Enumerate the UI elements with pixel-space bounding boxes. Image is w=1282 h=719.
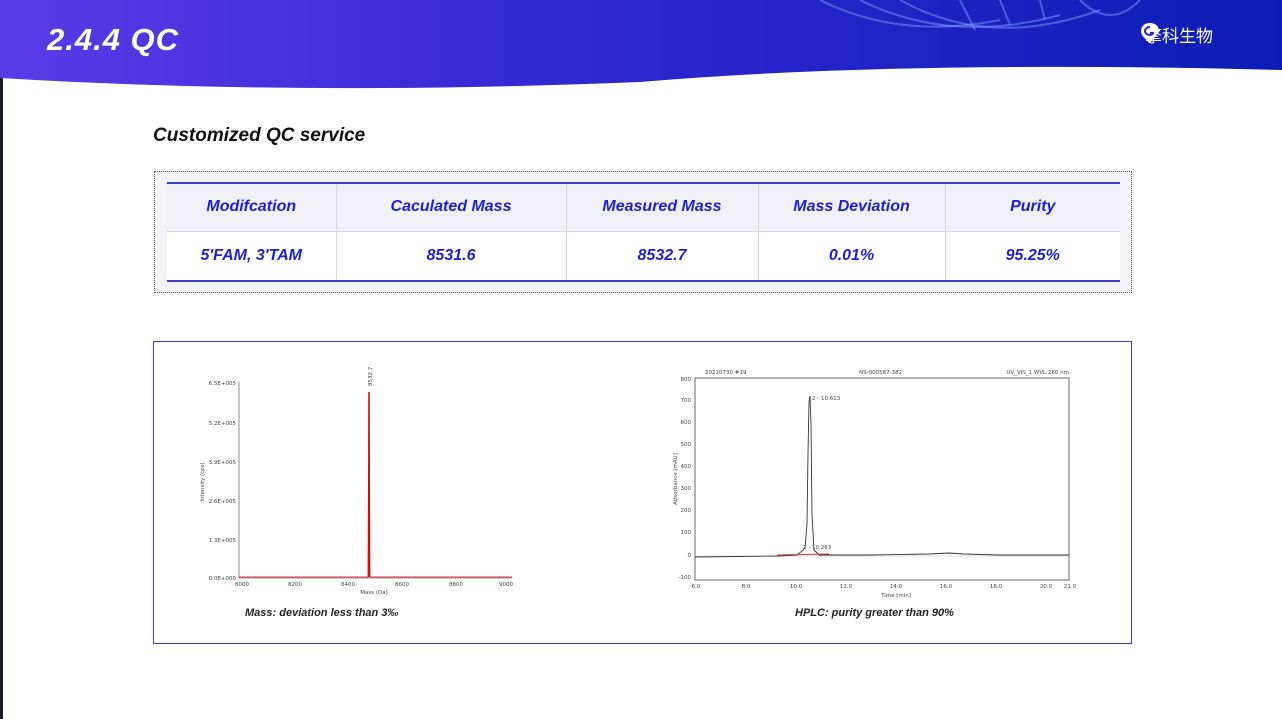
figure-panel: 6.5E+005 5.2E+005 3.9E+005 2.6E+005 1.3E… <box>153 341 1132 644</box>
hplc-y-tick: 600 <box>681 420 692 426</box>
logo-text: 擎科生物 <box>1145 27 1213 47</box>
hplc-x-tick: 20.0 <box>1040 584 1053 590</box>
hplc-peak-label: 2 - 10.613 <box>812 396 841 402</box>
hplc-y-tick: 100 <box>681 530 692 536</box>
company-logo: 擎科生物 <box>1140 22 1213 47</box>
hplc-y-tick: 0 <box>688 553 692 559</box>
mass-x-tick: 8800 <box>449 582 463 588</box>
mass-y-tick: 3.9E+005 <box>209 460 237 466</box>
mass-spectrum-trace <box>239 391 512 578</box>
hplc-baseline <box>776 553 830 556</box>
hplc-x-tick: 12.0 <box>840 584 853 590</box>
hplc-y-tick: 200 <box>681 508 692 514</box>
mass-caption: Mass: deviation less than 3‰ <box>245 607 399 619</box>
mass-x-ticks: 8000 8200 8400 8600 8800 9000 <box>235 582 513 588</box>
hplc-minor-peak-label: 1 - 10.263 <box>803 545 832 551</box>
hplc-y-tick: 400 <box>681 464 692 470</box>
table-cell: 8532.7 <box>565 231 759 281</box>
mass-x-tick: 8200 <box>288 582 302 588</box>
hplc-y-tick: -100 <box>679 575 692 581</box>
qc-table: Modifcation Caculated Mass Measured Mass… <box>167 182 1120 282</box>
section-title: Customized QC service <box>153 125 366 146</box>
table-cell: 95.25% <box>944 231 1120 281</box>
hplc-header-mid: NS-000587-382 <box>859 370 902 376</box>
hplc-y-tick: 800 <box>681 377 692 383</box>
table-cell: 8531.6 <box>335 231 567 281</box>
mass-y-tick: 1.3E+005 <box>209 538 237 544</box>
hplc-header-right: UV_VIS_1 WVL:260 nm <box>1006 370 1069 376</box>
hplc-chromatogram-figure: 20220730 #19 NS-000587-382 UV_VIS_1 WVL:… <box>673 370 1077 599</box>
mass-y-tick: 5.2E+005 <box>209 421 237 427</box>
mass-y-axis-label: Intensity (cps) <box>200 462 206 501</box>
table-cell: 0.01% <box>757 231 946 281</box>
mass-x-tick: 8400 <box>341 582 355 588</box>
table-cell: 5'FAM, 3'TAM <box>167 231 337 281</box>
mass-x-tick: 8000 <box>235 582 249 588</box>
hplc-x-tick: 6.0 <box>692 584 701 590</box>
hplc-y-tick: 500 <box>681 442 692 448</box>
qc-table-frame: Modifcation Caculated Mass Measured Mass… <box>154 171 1132 293</box>
hplc-x-tick: 14.0 <box>890 584 903 590</box>
hplc-x-tick: 8.0 <box>742 584 751 590</box>
banner-background <box>0 0 1282 89</box>
hplc-x-tick: 10.0 <box>790 584 803 590</box>
hplc-x-tick: 21.0 <box>1064 584 1077 590</box>
hplc-x-ticks: 6.0 8.0 10.0 12.0 14.0 16.0 18.0 20.0 21… <box>692 584 1077 590</box>
hplc-y-tick: 700 <box>681 398 692 404</box>
left-edge-bar <box>0 0 3 719</box>
slide-title: 2.4.4 QC <box>47 22 180 57</box>
mass-x-axis-label: Mass (Da) <box>360 590 388 596</box>
mass-peak-label: 8532.7 <box>368 366 374 386</box>
mass-y-tick: 0.0E+000 <box>209 576 237 582</box>
logo-icon <box>1141 23 1159 43</box>
hplc-trace <box>694 395 1069 558</box>
hplc-y-tick: 300 <box>681 486 692 492</box>
mass-x-tick: 8600 <box>395 582 409 588</box>
column-header: Measured Mass <box>565 183 759 232</box>
hplc-x-tick: 16.0 <box>940 584 953 590</box>
hplc-x-tick: 18.0 <box>990 584 1003 590</box>
table-header-row: Modifcation Caculated Mass Measured Mass… <box>167 183 1120 232</box>
column-header: Modifcation <box>167 183 337 232</box>
column-header: Mass Deviation <box>757 183 946 232</box>
table-row: 5'FAM, 3'TAM 8531.6 8532.7 0.01% 95.25% <box>167 231 1120 281</box>
column-header: Purity <box>944 183 1120 232</box>
hplc-caption: HPLC: purity greater than 90% <box>795 607 954 619</box>
mass-x-tick: 9000 <box>499 582 513 588</box>
mass-y-tick: 2.6E+005 <box>209 499 237 505</box>
hplc-y-axis-label: Absorbance [mAU] <box>673 453 679 505</box>
column-header: Caculated Mass <box>335 183 567 232</box>
hplc-header-left: 20220730 #19 <box>705 370 747 376</box>
hplc-y-ticks: 800 700 600 500 400 300 200 100 0 -100 <box>679 377 692 581</box>
hplc-x-axis-label: Time [min] <box>880 593 911 599</box>
mass-y-tick: 6.5E+005 <box>209 381 237 387</box>
header-banner: 2.4.4 QC 擎科生物 <box>0 0 1282 95</box>
mass-y-ticks: 6.5E+005 5.2E+005 3.9E+005 2.6E+005 1.3E… <box>209 381 237 582</box>
mass-spectrum-figure: 6.5E+005 5.2E+005 3.9E+005 2.6E+005 1.3E… <box>200 366 513 596</box>
